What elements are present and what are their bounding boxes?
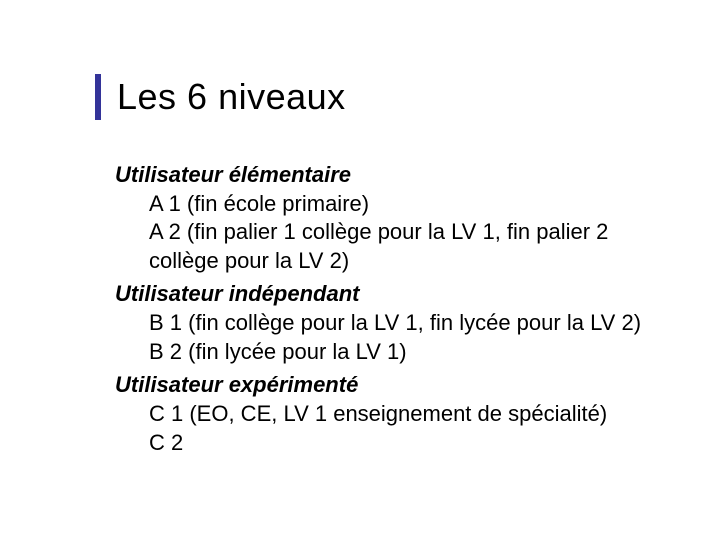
section-heading-elementaire: Utilisateur élémentaire — [115, 160, 675, 190]
title-row: Les 6 niveaux — [95, 74, 346, 120]
section-heading-experimente: Utilisateur expérimenté — [115, 370, 675, 400]
title-accent-bar — [95, 74, 101, 120]
level-a2: A 2 (fin palier 1 collège pour la LV 1, … — [149, 218, 675, 275]
level-b1: B 1 (fin collège pour la LV 1, fin lycée… — [149, 309, 675, 338]
level-c2: C 2 — [149, 429, 675, 458]
slide-body: Utilisateur élémentaire A 1 (fin école p… — [115, 160, 675, 457]
level-c1: C 1 (EO, CE, LV 1 enseignement de spécia… — [149, 400, 675, 429]
slide: Les 6 niveaux Utilisateur élémentaire A … — [0, 0, 720, 540]
level-a1: A 1 (fin école primaire) — [149, 190, 675, 219]
section-heading-independant: Utilisateur indépendant — [115, 279, 675, 309]
level-b2: B 2 (fin lycée pour la LV 1) — [149, 338, 675, 367]
slide-title: Les 6 niveaux — [117, 76, 346, 118]
